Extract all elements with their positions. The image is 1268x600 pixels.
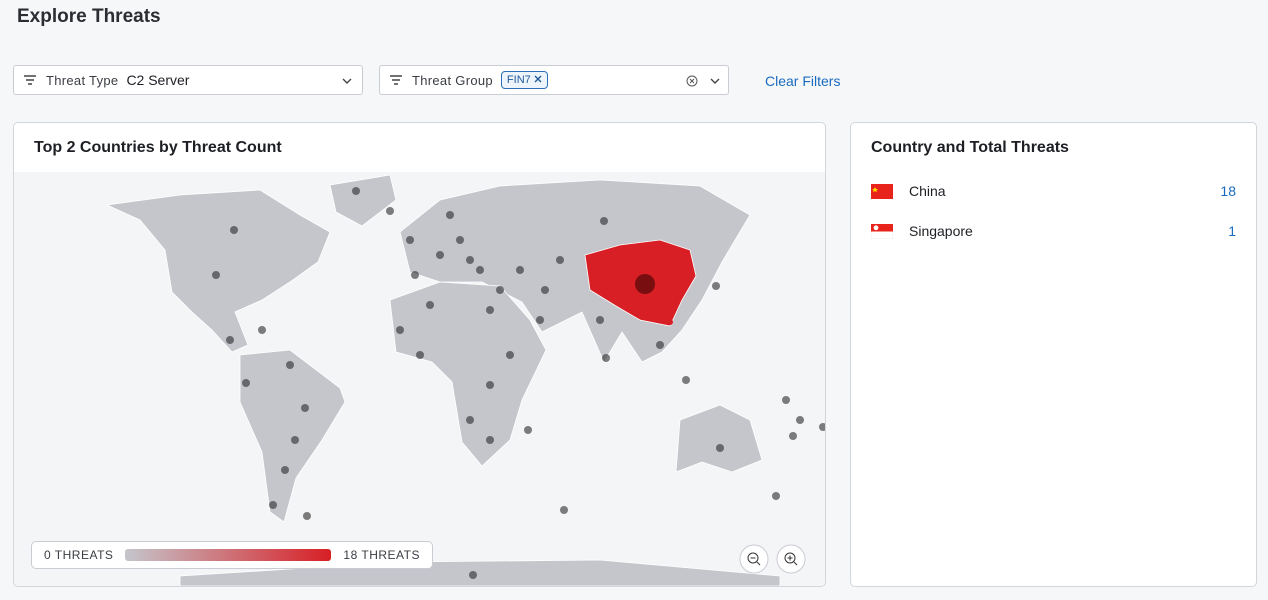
chip-text: FIN7 [506,74,531,86]
filter-label: Threat Type [46,72,119,88]
world-map [14,172,825,586]
singapore-marker [667,319,673,325]
greenland [329,174,397,227]
legend-max: 18 THREATS [343,548,420,562]
dropdown-caret[interactable] [710,77,720,85]
legend-min: 0 THREATS [44,548,114,562]
chip-remove[interactable] [534,75,542,83]
clear-icon[interactable] [686,75,698,87]
map-legend: 0 THREATS 18 THREATS [31,541,433,569]
africa [389,281,547,467]
australia [675,404,763,473]
filter-icon [390,75,402,85]
legend-gradient [125,549,332,561]
country-name: Singapore [909,223,973,239]
north-america [105,189,331,353]
filter-value: C2 Server [126,72,190,88]
threat-type-filter[interactable]: Threat Type C2 Server [13,65,363,95]
country-row[interactable]: China 18 [871,179,1236,203]
flag-china [871,183,893,199]
country-name: China [909,183,946,199]
zoom-out[interactable] [739,544,769,574]
dropdown-caret[interactable] [342,77,352,85]
clear-filters[interactable]: Clear Filters [765,73,841,89]
south-america [239,349,346,523]
threat-count[interactable]: 18 [1220,183,1236,199]
zoom-in[interactable] [776,544,806,574]
threat-group-filter[interactable]: Threat Group FIN7 [379,65,729,95]
page-title: Explore Threats [17,6,161,27]
map-panel: Top 2 Countries by Threat Count [13,122,826,587]
country-row[interactable]: Singapore 1 [871,219,1236,243]
filter-chip[interactable]: FIN7 [500,71,548,89]
china-marker [635,274,655,294]
flag-singapore [871,223,893,239]
panel-title: Country and Total Threats [871,139,1069,156]
filter-icon [24,75,36,85]
list-panel: Country and Total Threats China 18 Singa… [850,122,1257,587]
filter-label: Threat Group [412,72,493,88]
panel-title: Top 2 Countries by Threat Count [34,139,282,156]
threat-markers [212,187,825,579]
threat-count[interactable]: 1 [1228,223,1236,239]
